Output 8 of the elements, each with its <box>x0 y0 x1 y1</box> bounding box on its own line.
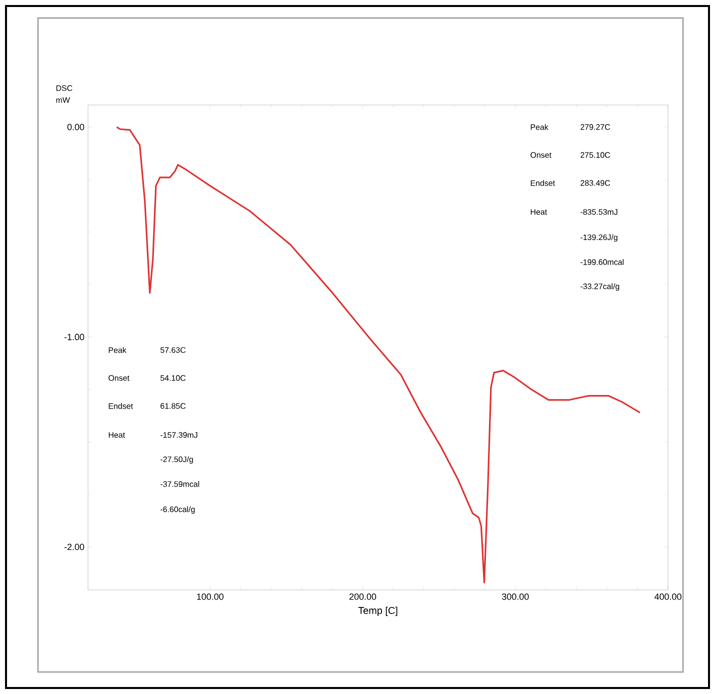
x-tick-label: 100.00 <box>197 594 224 600</box>
y-tick-label: -2.00 <box>64 544 84 550</box>
x-tick-label: 200.00 <box>349 594 376 600</box>
x-axis-title: Temp [C] <box>358 606 398 616</box>
x-tick-label: 300.00 <box>502 594 529 600</box>
x-tick-label: 400.00 <box>654 594 682 600</box>
y-tick-label: 0.00 <box>67 124 84 130</box>
y-tick-label: -1.00 <box>64 334 84 340</box>
